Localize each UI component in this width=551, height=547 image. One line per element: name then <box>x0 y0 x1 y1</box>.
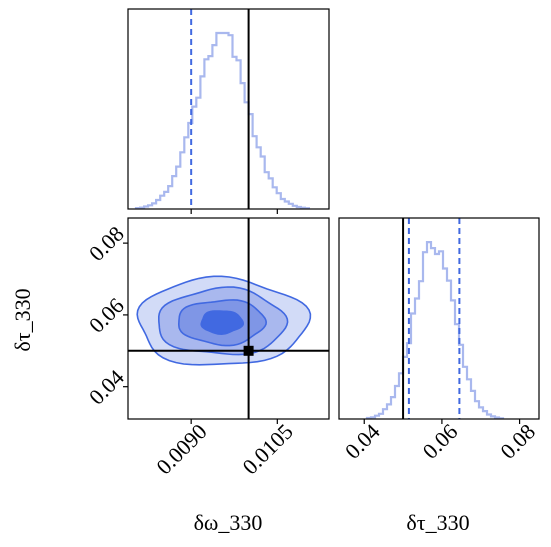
hist-tau-x-tick-label: 0.04 <box>340 419 385 464</box>
contour-y-tick-label: 0.04 <box>84 365 129 410</box>
x-axis-label-tau: δτ_330 <box>406 510 469 535</box>
contour-x-tick-label: 0.0090 <box>151 419 211 479</box>
x-axis-label-omega: δω_330 <box>194 510 263 535</box>
hist-tau-histogram-step <box>365 241 505 420</box>
contour-y-tick-label: 0.08 <box>84 221 129 266</box>
contour-frame <box>127 217 330 420</box>
contour-x-tick-label: 0.0105 <box>237 419 297 479</box>
hist-omega-histogram-step <box>134 31 310 210</box>
contour-truth-marker <box>243 345 254 356</box>
contour-level-3 <box>200 310 244 336</box>
contour-y-tick-label: 0.06 <box>84 293 129 338</box>
hist-tau-x-tick-label: 0.06 <box>418 419 463 464</box>
hist-tau-frame <box>338 217 540 420</box>
hist-omega-frame <box>127 8 330 210</box>
y-axis-label: δτ_330 <box>10 288 35 351</box>
hist-tau-x-tick-label: 0.08 <box>495 419 540 464</box>
